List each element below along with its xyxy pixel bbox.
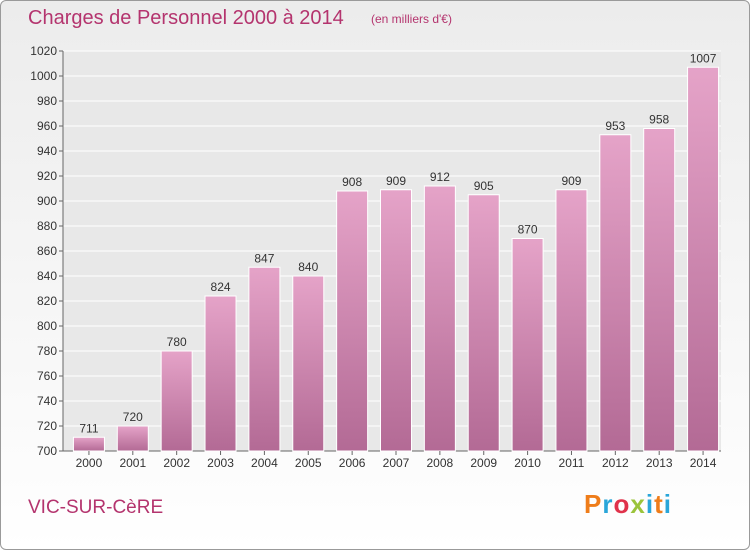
bar xyxy=(687,66,720,452)
bar-value-label: 780 xyxy=(167,335,187,349)
x-tick-label: 2011 xyxy=(559,456,585,470)
x-tick-label: 2008 xyxy=(427,456,454,470)
bar-value-label: 720 xyxy=(123,410,143,424)
bar xyxy=(380,189,412,452)
x-tick-label: 2012 xyxy=(602,456,629,470)
x-tick-label: 2009 xyxy=(470,456,497,470)
x-tick-label: 2007 xyxy=(383,456,410,470)
y-tick-label: 860 xyxy=(37,244,57,258)
x-tick-label: 2002 xyxy=(163,456,190,470)
y-tick-label: 960 xyxy=(37,119,57,133)
bar xyxy=(292,275,325,452)
x-tick-label: 2010 xyxy=(514,456,541,470)
y-tick-label: 740 xyxy=(37,394,57,408)
bar-value-label: 905 xyxy=(474,179,494,193)
y-tick-label: 800 xyxy=(37,319,57,333)
y-tick-label: 760 xyxy=(37,369,57,383)
x-tick-label: 2005 xyxy=(295,456,322,470)
bar-value-label: 908 xyxy=(342,175,362,189)
logo-letter: i xyxy=(645,489,655,519)
y-tick-label: 780 xyxy=(37,344,57,358)
x-tick-label: 2013 xyxy=(646,456,673,470)
bar xyxy=(643,128,676,452)
bar xyxy=(555,189,588,452)
bar xyxy=(72,436,105,452)
bar-value-label: 958 xyxy=(649,113,669,127)
bar xyxy=(204,295,237,452)
bar-value-label: 912 xyxy=(430,170,450,184)
x-tick-label: 2014 xyxy=(690,456,717,470)
x-tick-label: 2004 xyxy=(251,456,278,470)
logo-letter: x xyxy=(630,489,646,519)
bar xyxy=(599,134,632,452)
bar-value-label: 953 xyxy=(605,119,625,133)
proxiti-logo: Proxiti xyxy=(584,489,672,520)
bar-value-label: 1007 xyxy=(690,51,717,65)
bar xyxy=(160,350,193,452)
chart-title: Charges de Personnel 2000 à 2014 xyxy=(28,7,344,29)
place-name: VIC-SUR-CèRE xyxy=(28,497,164,518)
bar-value-label: 909 xyxy=(386,174,406,188)
bar-value-label: 840 xyxy=(298,260,318,274)
y-tick-label: 880 xyxy=(37,219,57,233)
bar-value-label: 847 xyxy=(254,251,274,265)
bar xyxy=(511,238,544,452)
logo-letter: i xyxy=(663,489,672,519)
chart-subtitle: (en milliers d'€) xyxy=(371,12,452,26)
bar-value-label: 711 xyxy=(79,421,98,435)
logo-letter: t xyxy=(654,489,664,519)
y-tick-label: 1020 xyxy=(30,44,57,58)
bar-value-label: 909 xyxy=(561,174,581,188)
y-tick-label: 920 xyxy=(37,169,57,183)
x-tick-label: 2006 xyxy=(339,456,366,470)
logo-letter: r xyxy=(602,489,614,519)
x-tick-label: 2000 xyxy=(76,456,103,470)
y-tick-label: 840 xyxy=(37,269,57,283)
bar-value-label: 824 xyxy=(211,280,231,294)
x-tick-label: 2001 xyxy=(119,456,146,470)
bar xyxy=(336,190,369,452)
y-tick-label: 940 xyxy=(37,144,57,158)
bar xyxy=(116,425,149,452)
bar-value-label: 870 xyxy=(518,223,538,237)
x-tick-label: 2003 xyxy=(207,456,234,470)
logo-letter: P xyxy=(584,489,603,519)
y-tick-label: 900 xyxy=(37,194,57,208)
y-tick-label: 980 xyxy=(37,94,57,108)
bar xyxy=(423,185,456,452)
y-tick-label: 1000 xyxy=(30,69,57,83)
y-tick-label: 720 xyxy=(37,419,57,433)
y-tick-label: 820 xyxy=(37,294,57,308)
bar xyxy=(467,194,500,452)
logo-letter: o xyxy=(613,489,631,519)
bar xyxy=(248,266,281,452)
y-tick-label: 700 xyxy=(37,444,57,458)
